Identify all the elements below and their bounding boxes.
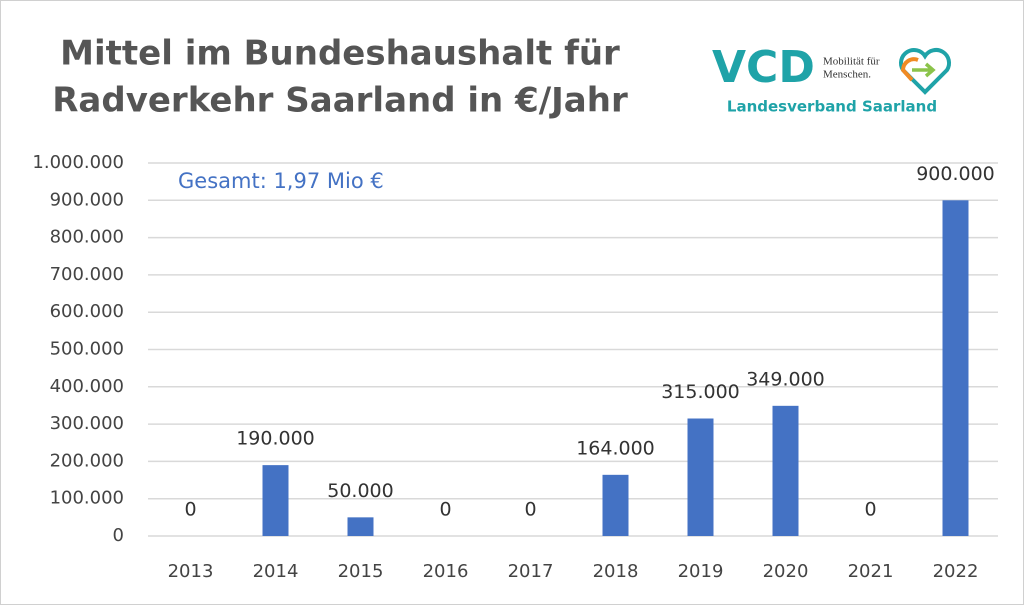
y-tick-label: 800.000 bbox=[50, 227, 124, 248]
logo-heart bbox=[899, 48, 951, 95]
x-tick-label: 2013 bbox=[168, 561, 214, 582]
y-tick-label: 900.000 bbox=[50, 189, 124, 210]
value-label: 0 bbox=[864, 499, 876, 521]
value-label: 164.000 bbox=[576, 437, 655, 459]
bar bbox=[772, 405, 799, 536]
x-tick-label: 2015 bbox=[338, 561, 384, 582]
value-label: 349.000 bbox=[746, 368, 825, 390]
value-label: 190.000 bbox=[236, 428, 315, 450]
x-tick-label: 2014 bbox=[253, 561, 299, 582]
value-label: 0 bbox=[439, 499, 451, 521]
x-tick-label: 2022 bbox=[933, 561, 979, 582]
y-tick-label: 1.000.000 bbox=[32, 152, 124, 173]
x-tick-label: 2016 bbox=[423, 561, 469, 582]
y-tick-label: 0 bbox=[113, 525, 124, 546]
bar bbox=[262, 465, 289, 536]
y-tick-label: 100.000 bbox=[50, 488, 124, 509]
y-tick-label: 200.000 bbox=[50, 450, 124, 471]
value-label: 315.000 bbox=[661, 381, 740, 403]
value-label: 50.000 bbox=[327, 480, 393, 502]
logo-arrow bbox=[912, 62, 936, 78]
chart-title: Mittel im Bundeshaushalt für bbox=[60, 34, 620, 74]
bar bbox=[347, 517, 374, 536]
logo-name: VCD bbox=[712, 42, 815, 93]
y-tick-label: 600.000 bbox=[50, 301, 124, 322]
bar bbox=[602, 474, 629, 536]
logo-tagline: Mobilität für bbox=[823, 56, 880, 68]
bar bbox=[687, 418, 714, 536]
chart-title: Radverkehr Saarland in €/Jahr bbox=[52, 81, 628, 121]
y-tick-label: 300.000 bbox=[50, 413, 124, 434]
value-label: 900.000 bbox=[916, 163, 995, 185]
x-tick-label: 2021 bbox=[848, 561, 894, 582]
y-tick-label: 400.000 bbox=[50, 376, 124, 397]
logo-heart-accent bbox=[900, 57, 919, 82]
logo-tagline: Menschen. bbox=[823, 69, 871, 81]
y-tick-label: 500.000 bbox=[50, 339, 124, 360]
value-label: 0 bbox=[184, 499, 196, 521]
value-label: 0 bbox=[524, 499, 536, 521]
x-tick-label: 2019 bbox=[678, 561, 724, 582]
bar bbox=[942, 200, 969, 537]
logo-subtitle: Landesverband Saarland bbox=[727, 98, 937, 116]
annotation: Gesamt: 1,97 Mio € bbox=[178, 169, 384, 193]
x-tick-label: 2018 bbox=[593, 561, 639, 582]
x-tick-label: 2020 bbox=[763, 561, 809, 582]
x-tick-label: 2017 bbox=[508, 561, 554, 582]
y-tick-label: 700.000 bbox=[50, 264, 124, 285]
